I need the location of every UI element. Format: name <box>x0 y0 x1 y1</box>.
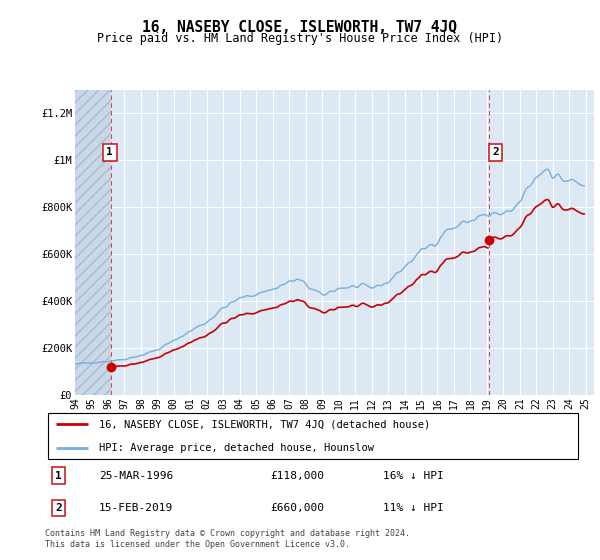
Text: 11% ↓ HPI: 11% ↓ HPI <box>383 503 444 513</box>
Text: 16% ↓ HPI: 16% ↓ HPI <box>383 470 444 480</box>
Text: Contains HM Land Registry data © Crown copyright and database right 2024.
This d: Contains HM Land Registry data © Crown c… <box>45 529 410 549</box>
Text: 16, NASEBY CLOSE, ISLEWORTH, TW7 4JQ (detached house): 16, NASEBY CLOSE, ISLEWORTH, TW7 4JQ (de… <box>98 419 430 430</box>
Text: £118,000: £118,000 <box>271 470 325 480</box>
Text: 1: 1 <box>106 147 113 157</box>
Text: 15-FEB-2019: 15-FEB-2019 <box>98 503 173 513</box>
Text: Price paid vs. HM Land Registry's House Price Index (HPI): Price paid vs. HM Land Registry's House … <box>97 32 503 45</box>
Bar <box>75 90 112 395</box>
Text: 25-MAR-1996: 25-MAR-1996 <box>98 470 173 480</box>
Text: HPI: Average price, detached house, Hounslow: HPI: Average price, detached house, Houn… <box>98 443 374 453</box>
Text: £660,000: £660,000 <box>271 503 325 513</box>
FancyBboxPatch shape <box>47 413 578 459</box>
Text: 1: 1 <box>55 470 62 480</box>
Text: 2: 2 <box>492 147 499 157</box>
Text: 16, NASEBY CLOSE, ISLEWORTH, TW7 4JQ: 16, NASEBY CLOSE, ISLEWORTH, TW7 4JQ <box>143 20 458 35</box>
Text: 2: 2 <box>55 503 62 513</box>
